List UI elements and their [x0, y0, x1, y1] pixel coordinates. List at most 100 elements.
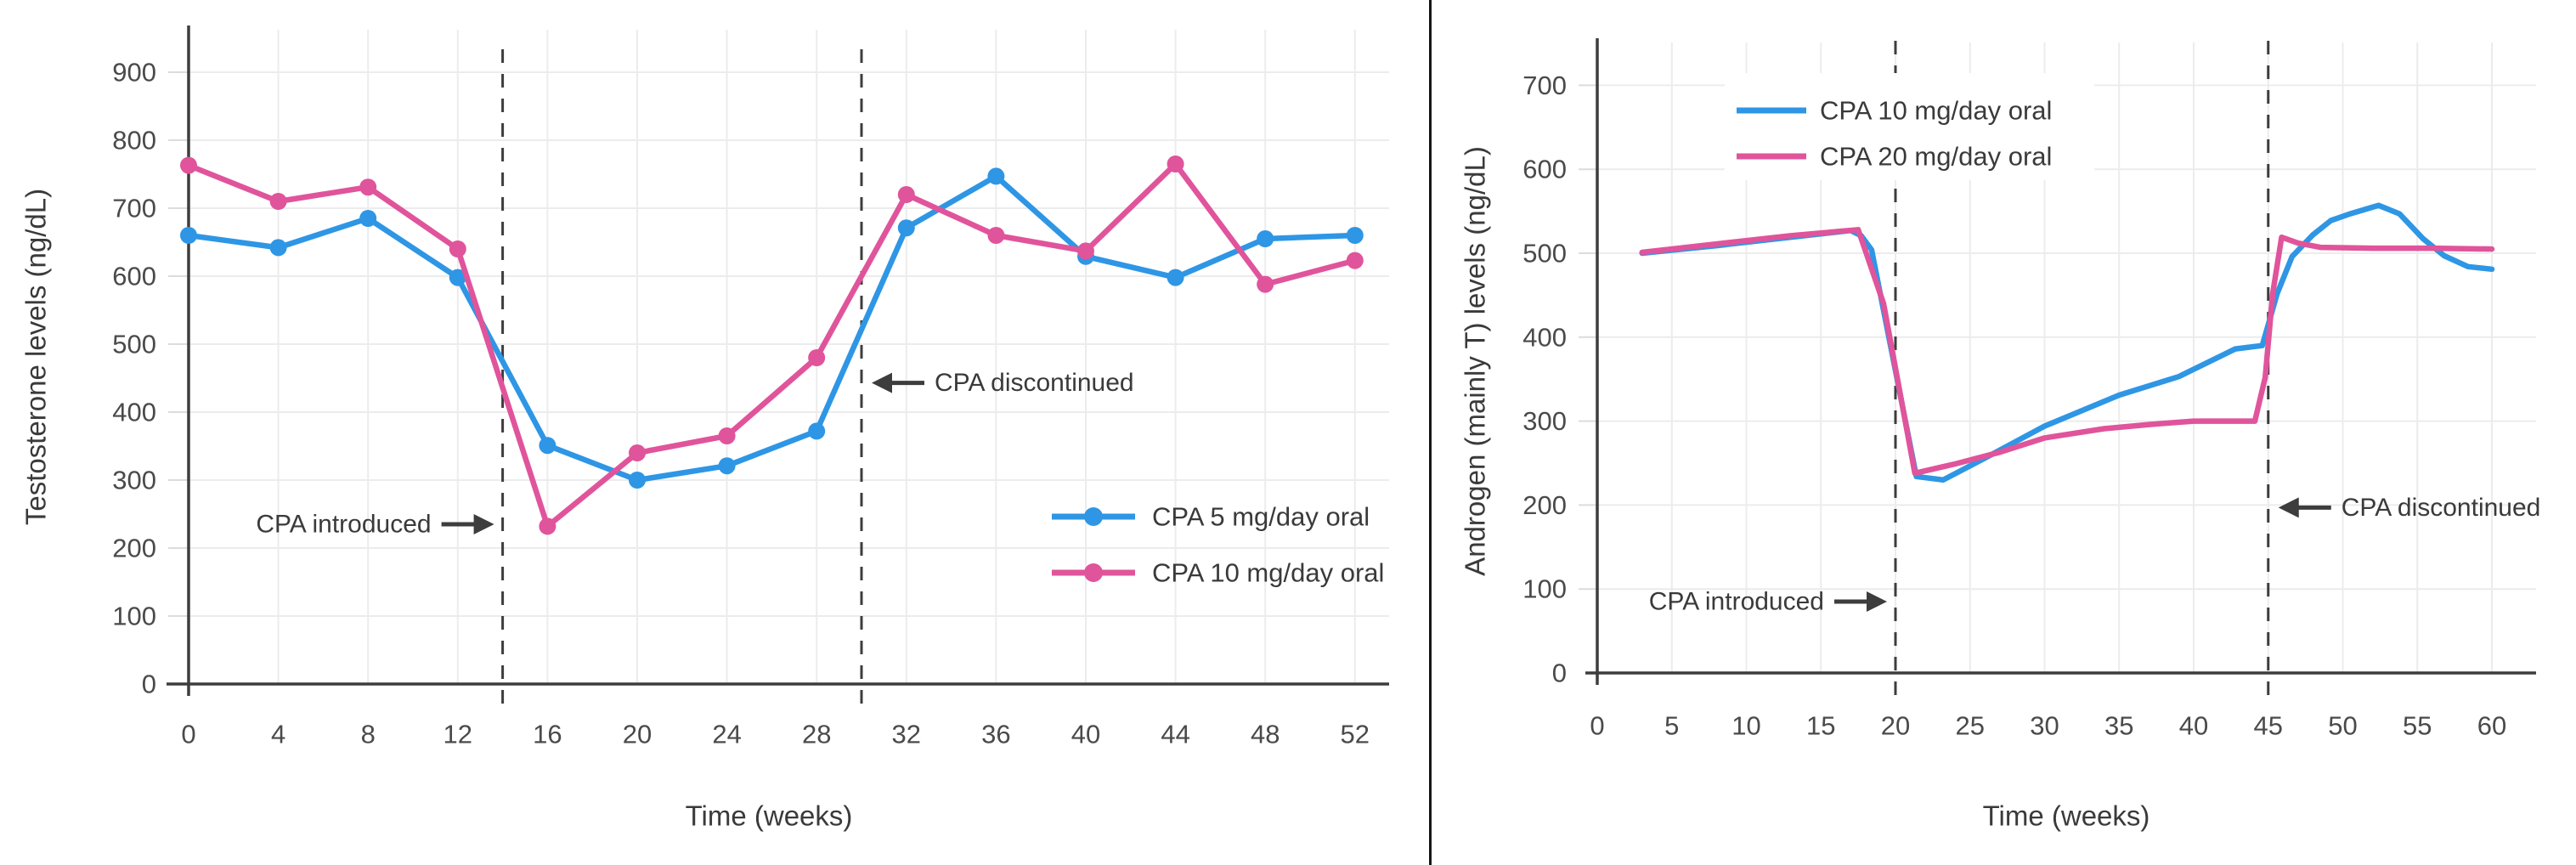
y-tick-label: 300 [1522, 406, 1567, 436]
x-tick-label: 40 [2179, 711, 2208, 741]
y-tick-label: 100 [112, 602, 156, 631]
data-point-marker [539, 437, 556, 455]
data-point-marker [987, 167, 1005, 185]
annotation-label: CPA discontinued [935, 369, 1134, 397]
y-axis-title: Androgen (mainly T) levels (ng/dL) [1460, 146, 1491, 576]
x-tick-label: 36 [981, 720, 1010, 749]
x-axis-title: Time (weeks) [686, 800, 853, 832]
legend-label: CPA 10 mg/day oral [1820, 96, 2052, 126]
testosterone-chart: 0 4 8 12 16 20 24 28 32 36 40 44 48 52010020030040050… [20, 25, 1389, 832]
tick-labels: 0 5 10 15 20 25 30 35 40 45 50 55 600100200300400500… [1522, 71, 2506, 741]
data-point-marker [1257, 275, 1274, 293]
x-tick-label: 0 [1590, 711, 1604, 741]
x-tick-label: 25 [1956, 711, 1985, 741]
x-tick-label: 15 [1806, 711, 1835, 741]
testosterone-chart-panel: 0 4 8 12 16 20 24 28 32 36 40 44 48 52 0 100 200 300 400 50… [20, 25, 1389, 832]
x-tick-label: 35 [2104, 711, 2133, 741]
y-tick-label: 700 [112, 194, 156, 223]
y-tick-label: 500 [1522, 239, 1567, 269]
x-tick-label: 32 [892, 720, 921, 749]
x-axis-title: Time (weeks) [1983, 800, 2150, 832]
annotations: CPA introduced CPA discontinued [256, 369, 1133, 538]
axes [167, 25, 1389, 696]
arrow-left-icon [872, 372, 892, 393]
legend: CPA 5 mg/day oral CPA 10 mg/day oral [1052, 502, 1384, 588]
series-line [185, 161, 1359, 529]
y-tick-label: 200 [112, 534, 156, 563]
arrow-left-icon [2278, 497, 2299, 518]
data-point-marker [1167, 269, 1184, 286]
data-point-marker [1167, 155, 1184, 172]
arrow-right-icon [473, 514, 494, 534]
x-tick-label: 8 [361, 720, 376, 749]
data-point-marker [808, 349, 826, 366]
x-tick-label: 16 [533, 720, 562, 749]
annotations: CPA introduced CPA discontinued [1649, 494, 2541, 616]
legend: CPA 10 mg/day oral CPA 20 mg/day oral [1725, 73, 2094, 180]
data-point-marker [269, 239, 287, 257]
x-tick-label: 45 [2254, 711, 2283, 741]
x-tick-label: 30 [2030, 711, 2059, 741]
data-point-marker [449, 269, 466, 286]
x-tick-label: 20 [1881, 711, 1910, 741]
y-tick-label: 0 [142, 670, 156, 699]
data-point-marker [539, 517, 556, 535]
x-tick-label: 20 [623, 720, 652, 749]
x-tick-label: 48 [1251, 720, 1280, 749]
data-point-marker [1077, 242, 1094, 260]
x-tick-label: 5 [1664, 711, 1679, 741]
annotation-label: CPA discontinued [2342, 494, 2541, 522]
y-axis-title: Testosterone levels (ng/dL) [20, 189, 52, 525]
y-tick-label: 600 [1522, 155, 1567, 184]
y-tick-label: 300 [112, 466, 156, 495]
x-tick-label: 52 [1341, 720, 1370, 749]
arrow-right-icon [1867, 591, 1887, 613]
y-tick-label: 400 [112, 398, 156, 427]
y-tick-label: 500 [112, 330, 156, 359]
data-point-marker [1346, 227, 1364, 244]
data-point-marker [359, 210, 377, 227]
data-point-marker [180, 156, 197, 174]
x-tick-label: 12 [443, 720, 472, 749]
legend-label: CPA 20 mg/day oral [1820, 142, 2052, 172]
data-point-marker [180, 227, 197, 244]
x-tick-label: 4 [271, 720, 285, 749]
data-point-marker [987, 227, 1005, 244]
data-point-marker [449, 240, 466, 257]
androgen-chart: 0 5 10 15 20 25 30 35 40 45 50 55 600100200300400500… [1460, 38, 2541, 832]
data-point-marker [718, 427, 736, 444]
y-tick-label: 200 [1522, 490, 1567, 520]
legend-background [1725, 73, 2094, 180]
series-cpa-10-mg-day-oral [180, 155, 1364, 535]
x-tick-label: 40 [1071, 720, 1100, 749]
data-point-marker [897, 219, 915, 237]
y-tick-label: 800 [112, 126, 156, 155]
data-point-marker [1257, 230, 1274, 247]
y-tick-label: 600 [112, 262, 156, 291]
data-point-marker [629, 472, 646, 489]
x-tick-label: 0 [181, 720, 195, 749]
x-tick-label: 10 [1731, 711, 1760, 741]
data-point-marker [629, 444, 646, 461]
x-tick-label: 44 [1161, 720, 1189, 749]
x-tick-label: 28 [802, 720, 831, 749]
y-tick-label: 0 [1552, 659, 1567, 688]
series-cpa-20-mg-day-oral [1639, 227, 2495, 477]
gridlines [168, 30, 1389, 684]
panel-divider [1429, 0, 1432, 865]
x-tick-label: 50 [2328, 711, 2357, 741]
data-point-marker [718, 457, 736, 475]
y-tick-label: 700 [1522, 71, 1567, 100]
tick-labels: 0 4 8 12 16 20 24 28 32 36 40 44 48 52010020030040050… [112, 58, 1370, 749]
y-tick-label: 100 [1522, 574, 1567, 604]
legend-label: CPA 5 mg/day oral [1152, 502, 1370, 532]
series-cpa-5-mg-day-oral [180, 167, 1364, 489]
y-tick-label: 900 [112, 58, 156, 88]
annotation-label: CPA introduced [1649, 588, 1824, 616]
event-dashed-lines [501, 49, 863, 708]
data-point-marker [1346, 252, 1364, 269]
annotation-label: CPA introduced [256, 511, 431, 539]
legend-marker-sample [1084, 563, 1103, 582]
series-line [1639, 227, 2495, 477]
